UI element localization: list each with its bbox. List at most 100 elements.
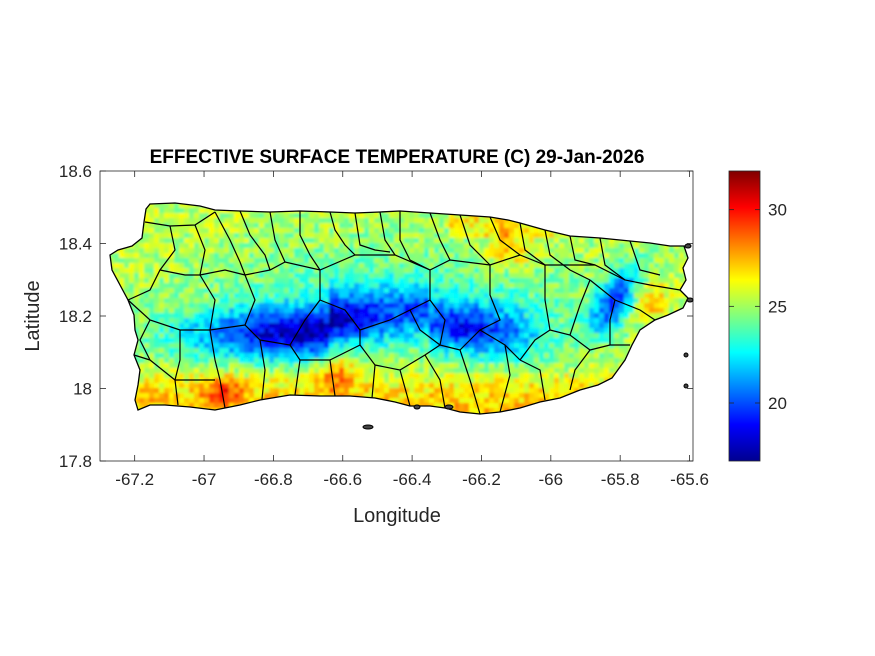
heat-cell (464, 303, 470, 309)
heat-cell (234, 378, 240, 384)
heat-cell (384, 333, 390, 339)
heat-cell (414, 288, 420, 294)
heat-cell (344, 273, 350, 279)
heat-cell (169, 358, 175, 364)
heat-cell (154, 283, 160, 289)
heat-cell (234, 303, 240, 309)
heat-cell (574, 353, 580, 359)
heat-cell (194, 373, 200, 379)
heat-cell (394, 343, 400, 349)
heat-cell (294, 318, 300, 324)
heat-cell (339, 268, 345, 274)
heat-cell (324, 353, 330, 359)
heat-cell (189, 318, 195, 324)
heat-cell (549, 313, 555, 319)
heat-cell (184, 368, 190, 374)
heat-cell (434, 238, 440, 244)
heat-cell (579, 373, 585, 379)
heat-cell (214, 248, 220, 254)
heat-cell (414, 343, 420, 349)
heat-cell (269, 238, 275, 244)
heat-cell (534, 278, 540, 284)
heat-cell (149, 343, 155, 349)
heat-cell (179, 388, 185, 394)
heat-cell (639, 278, 645, 284)
heat-cell (384, 253, 390, 259)
heat-cell (569, 313, 575, 319)
heat-cell (264, 293, 270, 299)
heat-cell (529, 358, 535, 364)
heat-cell (179, 308, 185, 314)
heat-cell (244, 283, 250, 289)
heat-cell (399, 338, 405, 344)
heat-cell (469, 328, 475, 334)
heat-cell (174, 238, 180, 244)
heat-cell (549, 393, 555, 399)
heat-cell (409, 303, 415, 309)
heat-cell (669, 268, 675, 274)
heat-cell (469, 323, 475, 329)
heat-cell (154, 253, 160, 259)
heat-cell (184, 208, 190, 214)
heat-cell (269, 313, 275, 319)
heat-cell (414, 248, 420, 254)
heat-cell (179, 353, 185, 359)
heat-cell (399, 368, 405, 374)
heat-cell (559, 288, 565, 294)
heat-cell (524, 223, 530, 229)
heat-cell (464, 333, 470, 339)
heat-cell (444, 348, 450, 354)
heat-cell (419, 378, 425, 384)
heat-cell (419, 398, 425, 404)
heat-cell (444, 293, 450, 299)
heat-cell (449, 288, 455, 294)
heat-cell (254, 233, 260, 239)
heat-cell (584, 358, 590, 364)
heat-cell (329, 298, 335, 304)
heat-cell (379, 278, 385, 284)
heat-cell (639, 253, 645, 259)
heat-cell (374, 383, 380, 389)
heat-cell (204, 333, 210, 339)
heat-cell (499, 223, 505, 229)
heat-cell (619, 333, 625, 339)
heat-cell (364, 288, 370, 294)
heat-cell (329, 388, 335, 394)
heat-cell (369, 313, 375, 319)
heat-cell (169, 363, 175, 369)
heat-cell (454, 308, 460, 314)
heat-cell (204, 323, 210, 329)
heat-cell (274, 238, 280, 244)
heat-cell (434, 233, 440, 239)
heat-cell (669, 303, 675, 309)
heat-cell (204, 378, 210, 384)
heat-cell (519, 263, 525, 269)
heat-cell (319, 223, 325, 229)
heat-cell (449, 313, 455, 319)
heat-cell (534, 303, 540, 309)
heat-cell (110, 258, 115, 264)
heat-cell (414, 223, 420, 229)
chart-title: EFFECTIVE SURFACE TEMPERATURE (C) 29-Jan… (150, 147, 645, 168)
heat-cell (364, 343, 370, 349)
heat-cell (404, 293, 410, 299)
heat-cell (394, 333, 400, 339)
heat-cell (374, 293, 380, 299)
heat-cell (584, 383, 590, 389)
heat-cell (249, 298, 255, 304)
heat-cell (329, 338, 335, 344)
heat-cell (224, 273, 230, 279)
heat-cell (349, 353, 355, 359)
heat-cell (239, 293, 245, 299)
heat-cell (394, 338, 400, 344)
heat-cell (559, 393, 565, 399)
heat-cell (309, 223, 315, 229)
heat-cell (394, 363, 400, 369)
heat-cell (379, 308, 385, 314)
heat-cell (469, 338, 475, 344)
heat-cell (594, 273, 600, 279)
heat-cell (209, 288, 215, 294)
heat-cell (389, 273, 395, 279)
heat-cell (224, 238, 230, 244)
heat-cell (249, 308, 255, 314)
